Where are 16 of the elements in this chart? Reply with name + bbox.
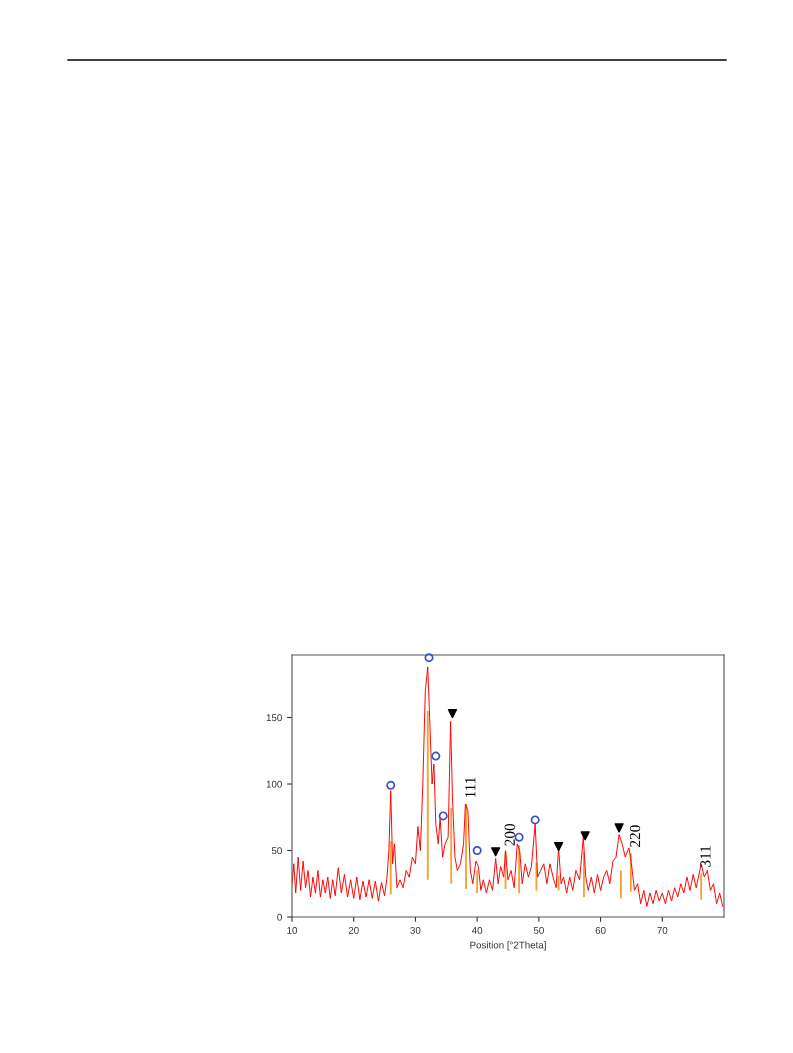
y-tick-label: 0 — [277, 913, 282, 921]
x-tick-label: 40 — [471, 926, 483, 934]
y-tick-label: 100 — [266, 780, 282, 788]
x-tick-label: 10 — [287, 926, 298, 934]
x-tick-label: 30 — [410, 926, 421, 934]
y-tick-label: 50 — [271, 847, 282, 855]
x-tick-label: 20 — [348, 926, 359, 934]
x-axis-title: Position [°2Theta] — [470, 941, 546, 951]
y-tick-label: 150 — [266, 714, 282, 722]
annotation: 200 — [504, 823, 515, 846]
annotation: 311 — [700, 846, 711, 867]
x-tick-label: 50 — [533, 926, 544, 934]
annotation: 111 — [465, 777, 476, 798]
x-tick-label: 60 — [595, 926, 606, 934]
x-tick-label: 70 — [657, 926, 668, 934]
annotation: 220 — [629, 825, 641, 847]
